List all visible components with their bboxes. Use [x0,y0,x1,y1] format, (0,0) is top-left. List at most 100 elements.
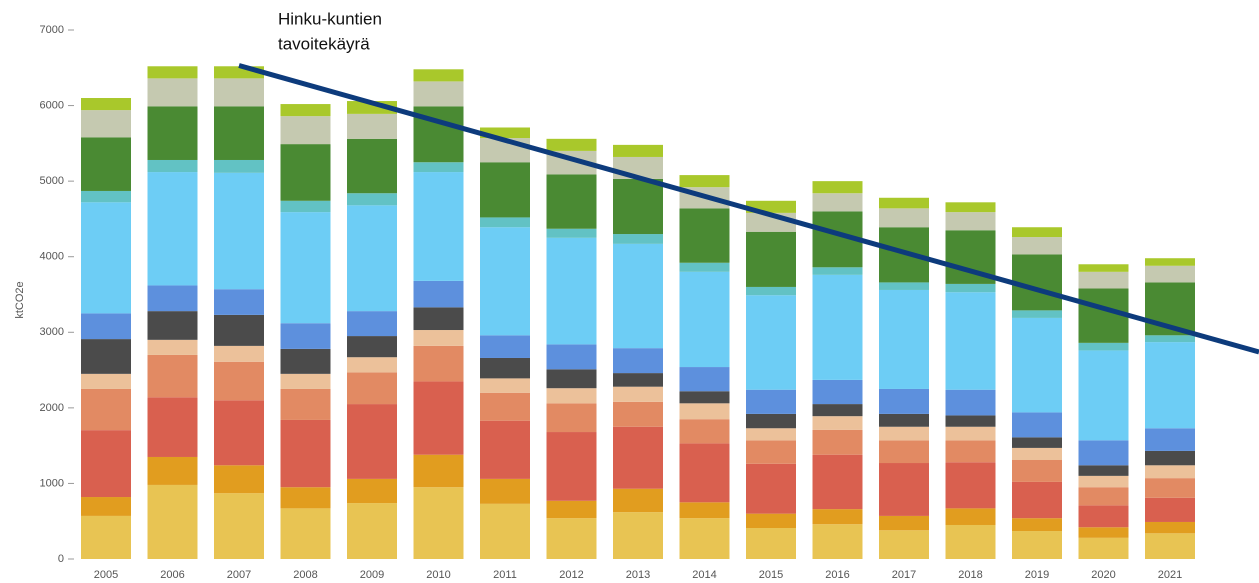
bar-segment [812,193,863,212]
bar-segment [347,138,397,194]
bar-segment [546,518,597,559]
bar-segment [147,397,198,457]
bar-segment [879,440,929,464]
bar-segment [81,515,131,559]
bar-segment [746,440,796,464]
bar-segment [1078,271,1129,289]
x-tick-label: 2008 [293,569,317,581]
bar-segment [613,178,663,235]
bar-segment [679,502,730,519]
bar-segment [480,378,530,393]
bar-segment [812,416,863,430]
bar-segment [613,373,663,387]
bar-segment [413,330,464,346]
bar-segment [879,426,929,441]
bar-segment [546,228,597,238]
bar-segment [147,66,198,79]
bar-segment [945,462,996,509]
bar-segment [546,500,597,519]
y-tick-label: 6000 [40,99,64,111]
bar-segment [746,413,796,429]
bar-segment [1078,465,1129,476]
bar-segment [347,357,397,373]
bar-segment [746,513,796,529]
bar-segment [1012,227,1062,238]
bar-segment [1145,258,1195,266]
bar-segment [480,127,530,139]
bar-segment [613,401,663,427]
bar-segment [945,415,996,427]
bar-segment [679,262,730,272]
bar-segment [1078,475,1129,488]
bar-segment [280,200,331,213]
bar-segment [679,367,730,392]
x-tick-label: 2006 [160,569,184,581]
bar-segment [546,237,597,345]
bar-segment [1012,317,1062,413]
bar-segment [546,388,597,404]
bar-segment [280,348,331,374]
annotation: Hinku-kuntien [278,9,382,28]
x-tick-label: 2018 [958,569,982,581]
bar-segment [1012,481,1062,519]
bar-segment [1012,310,1062,318]
bar-segment [1078,487,1129,506]
bar-segment [347,404,397,479]
bar-segment [1078,527,1129,538]
target-line [238,63,1259,355]
bar-segment [480,503,530,559]
bar-segment [812,274,863,380]
bar-segment [945,292,996,390]
bar-segment [879,289,929,389]
y-tick-label: 4000 [40,251,64,263]
bar-segment [1012,447,1062,461]
bar-segment [280,508,331,559]
bar-segment [679,419,730,444]
bar-segment [280,144,331,201]
bar-segment [214,106,264,160]
bar-segment [746,286,796,296]
bar-segment [1145,497,1195,522]
bar-segment [1078,537,1129,559]
x-tick-label: 2010 [426,569,450,581]
bar-segment [1012,531,1062,559]
y-tick-label: 1000 [40,477,64,489]
bar-segment [280,323,331,349]
bar-segment [81,190,131,203]
bar-segment [746,428,796,441]
bar-segment [613,144,663,157]
bar-segment [613,512,663,559]
bar-segment [214,493,264,559]
bar-segment [812,509,863,525]
x-tick-label: 2011 [493,569,517,581]
bar-segment [214,465,264,494]
annotation: tavoitekäyrä [278,34,370,53]
bar-segment [480,478,530,504]
bar-segment [81,202,131,314]
bar-segment [546,344,597,370]
bar-segment [546,403,597,433]
bar-segment [1078,440,1129,466]
bar-segment [679,403,730,420]
bar-segment [945,283,996,293]
bar-segment [81,373,131,389]
bar-segment [81,98,131,111]
bar-segment [945,389,996,416]
bar-segment [812,404,863,417]
bar-segment [1012,237,1062,255]
bar-segment [413,487,464,559]
bar-segment [1078,505,1129,528]
x-tick-label: 2019 [1025,569,1049,581]
bar-segment [413,81,464,107]
bar-segment [879,463,929,516]
bar-segment [1145,428,1195,451]
bar-segment [214,400,264,466]
bar-segment [746,528,796,559]
bar-segment [347,478,397,504]
bar-segment [679,518,730,559]
bar-segment [1012,437,1062,448]
bar-segment [546,369,597,389]
bar-segment [480,335,530,358]
bar-segment [945,508,996,525]
y-tick-label: 7000 [40,24,64,36]
